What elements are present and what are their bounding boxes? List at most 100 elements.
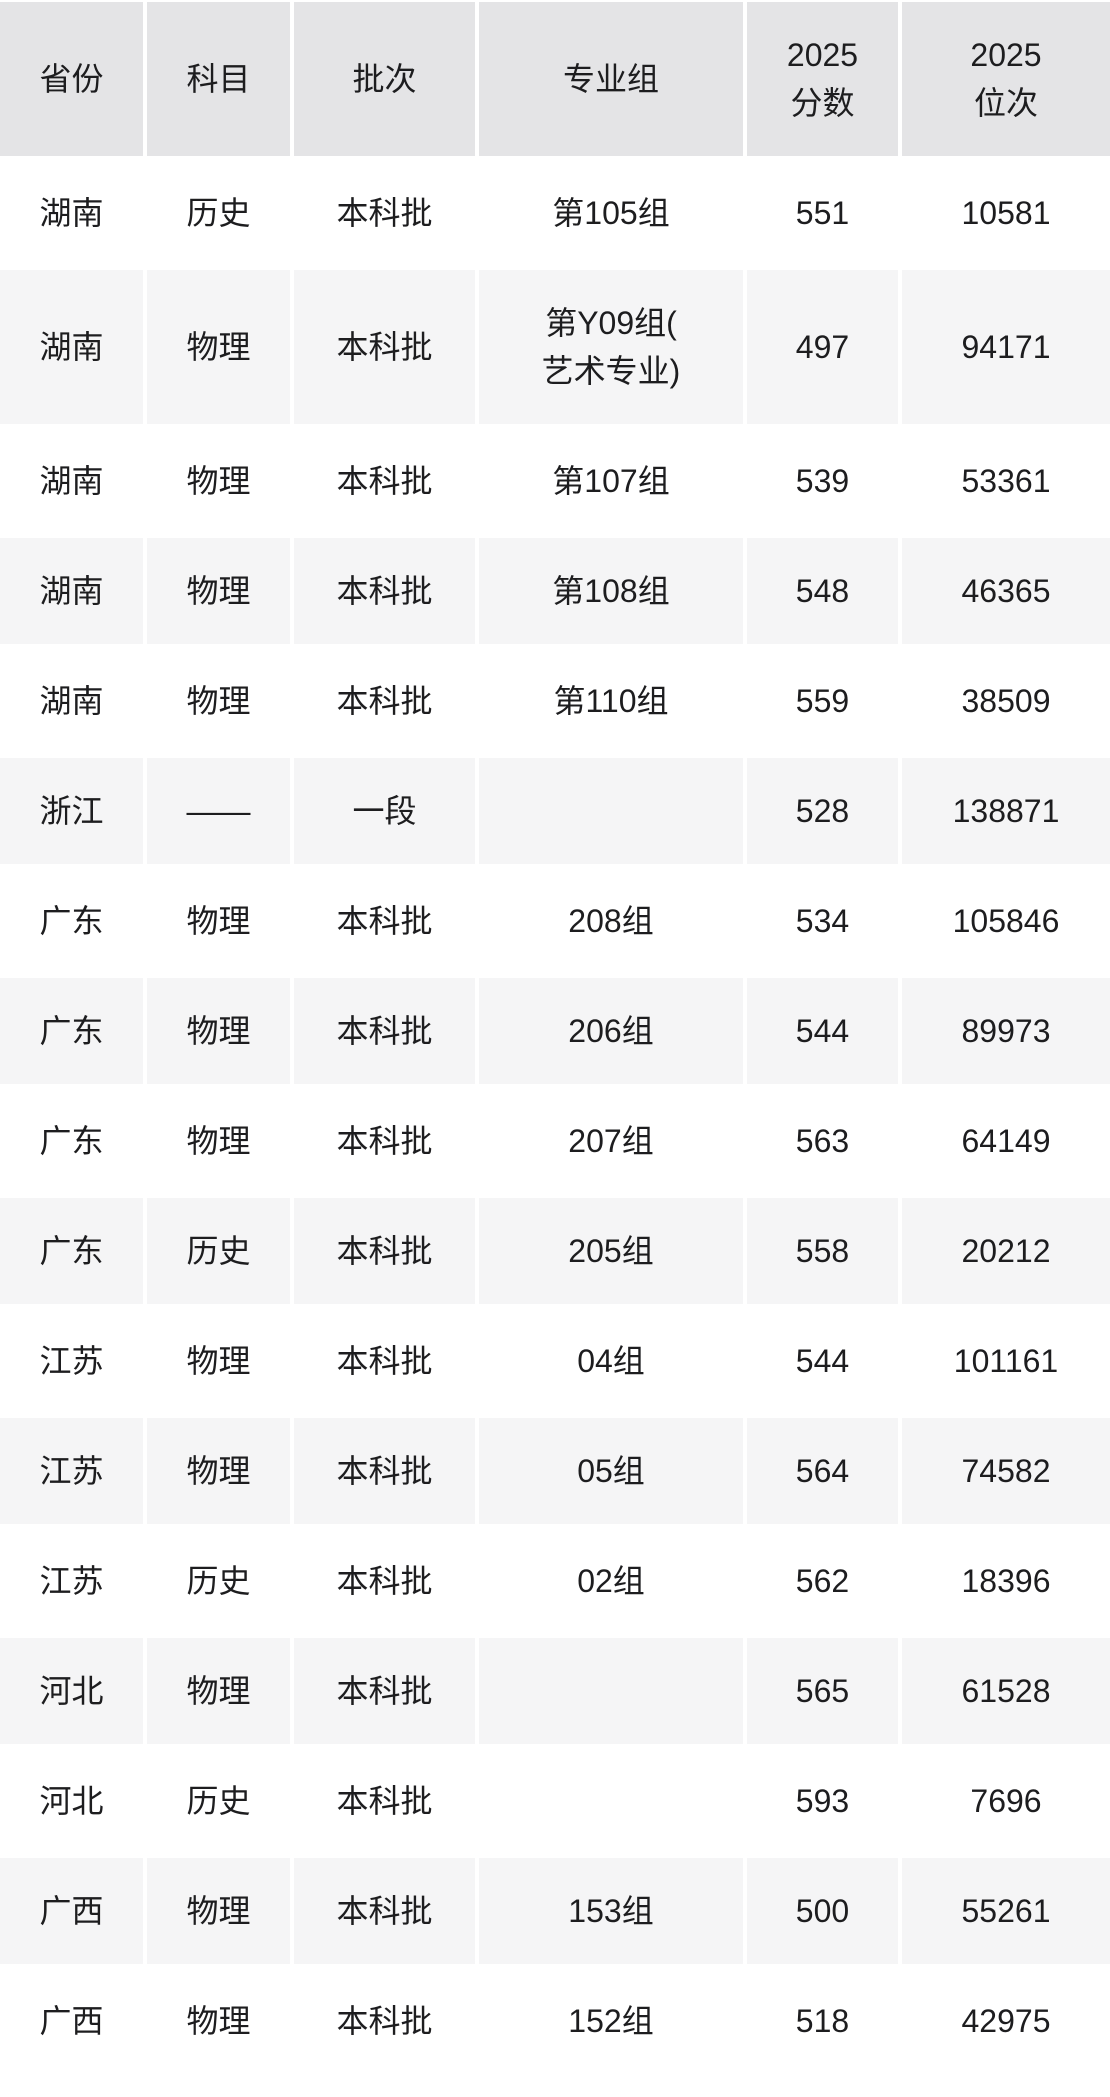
cell-batch: 本科批 xyxy=(294,270,475,424)
cell-subject: 物理 xyxy=(147,1088,290,1194)
table-row: 江苏 物理 本科批 04组 544 101161 xyxy=(0,1308,1110,1414)
cell-rank: 74582 xyxy=(902,1418,1110,1524)
table-row: 广东 物理 本科批 206组 544 89973 xyxy=(0,978,1110,1084)
cell-group: 第108组 xyxy=(479,538,743,644)
cell-province: 湖南 xyxy=(0,160,143,266)
cell-group: 153组 xyxy=(479,1858,743,1964)
cell-batch: 本科批 xyxy=(294,1528,475,1634)
cell-province: 湖南 xyxy=(0,538,143,644)
cell-subject: 物理 xyxy=(147,648,290,754)
cell-group: 第110组 xyxy=(479,648,743,754)
cell-province: 湖南 xyxy=(0,648,143,754)
table-row: 湖南 物理 本科批 第Y09组( 艺术专业) 497 94171 xyxy=(0,270,1110,424)
cell-subject: 物理 xyxy=(147,1968,290,2074)
cell-subject: 物理 xyxy=(147,1858,290,1964)
cell-group: 152组 xyxy=(479,1968,743,2074)
cell-group xyxy=(479,1748,743,1854)
cell-subject: 历史 xyxy=(147,1528,290,1634)
cell-rank: 61528 xyxy=(902,1638,1110,1744)
column-header-group: 专业组 xyxy=(479,2,743,156)
cell-batch: 本科批 xyxy=(294,428,475,534)
cell-province: 江苏 xyxy=(0,1418,143,1524)
cell-subject: —— xyxy=(147,758,290,864)
table-header: 省份 科目 批次 专业组 2025 分数 2025 位次 xyxy=(0,2,1110,156)
cell-score: 497 xyxy=(747,270,898,424)
cell-rank: 64149 xyxy=(902,1088,1110,1194)
cell-score: 593 xyxy=(747,1748,898,1854)
table-row: 广西 物理 本科批 152组 518 42975 xyxy=(0,1968,1110,2074)
cell-rank: 20212 xyxy=(902,1198,1110,1304)
table-row: 广东 物理 本科批 207组 563 64149 xyxy=(0,1088,1110,1194)
cell-subject: 物理 xyxy=(147,428,290,534)
cell-score: 528 xyxy=(747,758,898,864)
cell-province: 江苏 xyxy=(0,1308,143,1414)
cell-batch: 本科批 xyxy=(294,1858,475,1964)
cell-batch: 本科批 xyxy=(294,160,475,266)
column-header-batch: 批次 xyxy=(294,2,475,156)
cell-rank: 55261 xyxy=(902,1858,1110,1964)
cell-province: 广西 xyxy=(0,1858,143,1964)
cell-group: 207组 xyxy=(479,1088,743,1194)
cell-score: 564 xyxy=(747,1418,898,1524)
cell-batch: 本科批 xyxy=(294,868,475,974)
table-row: 湖南 历史 本科批 第105组 551 10581 xyxy=(0,160,1110,266)
cell-province: 河北 xyxy=(0,1748,143,1854)
cell-subject: 历史 xyxy=(147,160,290,266)
table-row: 江苏 历史 本科批 02组 562 18396 xyxy=(0,1528,1110,1634)
cell-subject: 物理 xyxy=(147,1418,290,1524)
cell-batch: 本科批 xyxy=(294,1308,475,1414)
table-row: 广西 物理 本科批 153组 500 55261 xyxy=(0,1858,1110,1964)
cell-province: 湖南 xyxy=(0,270,143,424)
cell-score: 548 xyxy=(747,538,898,644)
column-header-rank: 2025 位次 xyxy=(902,2,1110,156)
cell-group: 05组 xyxy=(479,1418,743,1524)
cell-rank: 18396 xyxy=(902,1528,1110,1634)
cell-province: 广东 xyxy=(0,868,143,974)
cell-subject: 物理 xyxy=(147,1308,290,1414)
table-row: 湖南 物理 本科批 第108组 548 46365 xyxy=(0,538,1110,644)
table-body: 湖南 历史 本科批 第105组 551 10581 湖南 物理 本科批 第Y09… xyxy=(0,160,1110,2074)
cell-subject: 物理 xyxy=(147,978,290,1084)
cell-score: 544 xyxy=(747,978,898,1084)
cell-batch: 本科批 xyxy=(294,1638,475,1744)
cell-province: 河北 xyxy=(0,1638,143,1744)
cell-province: 江苏 xyxy=(0,1528,143,1634)
header-row: 省份 科目 批次 专业组 2025 分数 2025 位次 xyxy=(0,2,1110,156)
cell-subject: 历史 xyxy=(147,1748,290,1854)
cell-rank: 42975 xyxy=(902,1968,1110,2074)
cell-batch: 本科批 xyxy=(294,1748,475,1854)
cell-group: 第107组 xyxy=(479,428,743,534)
cell-batch: 本科批 xyxy=(294,648,475,754)
table-row: 河北 物理 本科批 565 61528 xyxy=(0,1638,1110,1744)
cell-batch: 本科批 xyxy=(294,1088,475,1194)
cell-province: 广东 xyxy=(0,1198,143,1304)
cell-subject: 历史 xyxy=(147,1198,290,1304)
cell-subject: 物理 xyxy=(147,538,290,644)
cell-score: 563 xyxy=(747,1088,898,1194)
cell-batch: 本科批 xyxy=(294,538,475,644)
cell-rank: 7696 xyxy=(902,1748,1110,1854)
cell-score: 500 xyxy=(747,1858,898,1964)
table-row: 广东 物理 本科批 208组 534 105846 xyxy=(0,868,1110,974)
cell-rank: 105846 xyxy=(902,868,1110,974)
cell-rank: 38509 xyxy=(902,648,1110,754)
cell-subject: 物理 xyxy=(147,270,290,424)
cell-rank: 46365 xyxy=(902,538,1110,644)
table-row: 河北 历史 本科批 593 7696 xyxy=(0,1748,1110,1854)
table-row: 广东 历史 本科批 205组 558 20212 xyxy=(0,1198,1110,1304)
cell-group xyxy=(479,758,743,864)
cell-group: 第Y09组( 艺术专业) xyxy=(479,270,743,424)
cell-group: 04组 xyxy=(479,1308,743,1414)
cell-province: 广东 xyxy=(0,978,143,1084)
cell-group: 208组 xyxy=(479,868,743,974)
cell-score: 534 xyxy=(747,868,898,974)
cell-rank: 101161 xyxy=(902,1308,1110,1414)
cell-score: 559 xyxy=(747,648,898,754)
cell-rank: 138871 xyxy=(902,758,1110,864)
cell-score: 565 xyxy=(747,1638,898,1744)
table-row: 江苏 物理 本科批 05组 564 74582 xyxy=(0,1418,1110,1524)
cell-province: 湖南 xyxy=(0,428,143,534)
cell-score: 551 xyxy=(747,160,898,266)
column-header-province: 省份 xyxy=(0,2,143,156)
